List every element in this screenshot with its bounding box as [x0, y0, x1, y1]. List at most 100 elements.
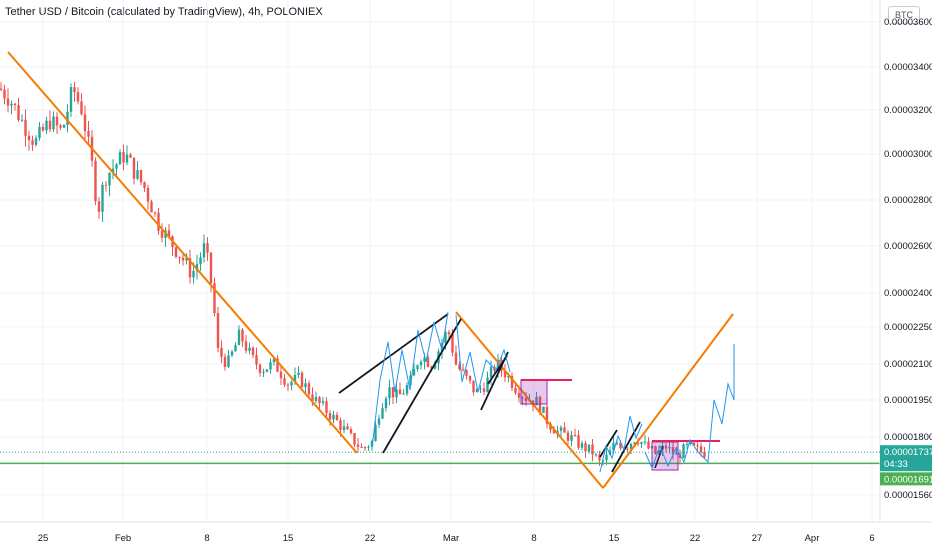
candle-body — [206, 243, 209, 253]
candle-body — [591, 444, 594, 455]
candle-body — [209, 252, 213, 284]
time-axis: 25 Feb 8 15 22 Mar 8 15 22 27 Apr 6 — [38, 533, 875, 544]
candle-body — [349, 429, 353, 434]
y-tick-label: 0.00001950 — [884, 395, 932, 406]
last-price-badge — [880, 445, 932, 472]
candle-body — [251, 347, 255, 356]
downtrend-line-2 — [455, 311, 604, 489]
candle-body — [104, 184, 108, 186]
candle-body — [577, 435, 580, 448]
candle-body — [69, 87, 73, 112]
candle-body — [594, 454, 598, 456]
candle-body — [584, 443, 587, 452]
candle-body — [297, 372, 300, 375]
candle-body — [146, 187, 150, 202]
x-tick-label: 22 — [365, 533, 376, 544]
candle-body — [668, 446, 671, 449]
candles — [0, 82, 706, 466]
x-tick-label: 27 — [752, 533, 763, 544]
candle-body — [699, 446, 703, 452]
candle-body — [486, 377, 489, 392]
candle-body — [573, 434, 577, 436]
candle-body — [66, 111, 69, 125]
candle-body — [108, 172, 111, 186]
candle-body — [48, 120, 52, 130]
candle-body — [479, 388, 482, 390]
x-tick-label: 15 — [609, 533, 620, 544]
candle-body — [62, 124, 66, 128]
candle-body — [545, 406, 549, 424]
candle-body — [342, 426, 346, 430]
candle-body — [374, 424, 377, 441]
y-tick-label: 0.00001560 — [884, 490, 932, 501]
y-tick-label: 0.00003200 — [884, 105, 932, 116]
candle-body — [199, 257, 202, 265]
candle-body — [185, 258, 188, 261]
candle-body — [31, 140, 34, 145]
candle-body — [402, 393, 405, 395]
candle-body — [566, 432, 570, 441]
candle-body — [363, 447, 367, 449]
y-tick-label: 0.00003400 — [884, 62, 932, 73]
candle-body — [465, 370, 468, 376]
candle-body — [416, 365, 419, 370]
candle-body — [160, 230, 164, 238]
y-tick-label: 0.00002600 — [884, 241, 932, 252]
candle-body — [626, 448, 629, 450]
candle-body — [598, 454, 601, 461]
y-tick-label: 0.00002400 — [884, 288, 932, 299]
candle-body — [41, 126, 45, 131]
candle-body — [419, 361, 423, 366]
candle-body — [241, 329, 244, 342]
candle-body — [654, 446, 657, 454]
price-axis: 0.00003600 0.00003400 0.00003200 0.00003000… — [884, 17, 932, 501]
flag-line-2 — [487, 355, 508, 385]
candle-body — [409, 375, 412, 385]
candle-body — [640, 442, 643, 444]
candle-body — [237, 329, 241, 346]
candle-body — [192, 270, 195, 278]
candle-body — [38, 126, 41, 139]
candle-body — [405, 384, 409, 394]
candle-body — [629, 443, 633, 450]
candle-body — [391, 387, 395, 398]
candle-body — [615, 442, 619, 444]
candle-body — [454, 352, 458, 365]
candle-body — [381, 408, 384, 419]
wedge-lower-line — [382, 318, 462, 454]
candle-body — [27, 135, 31, 141]
candle-body — [3, 89, 6, 99]
uptrend-projection-line — [602, 313, 734, 489]
candle-body — [489, 366, 493, 378]
candle-body — [286, 384, 290, 386]
currency-button[interactable]: BTC — [888, 6, 920, 24]
candle-body — [216, 313, 220, 348]
candle-body — [346, 426, 349, 430]
candle-body — [307, 383, 311, 395]
candle-body — [377, 418, 381, 425]
candle-body — [559, 427, 563, 431]
candle-body — [73, 87, 76, 93]
candle-body — [423, 357, 426, 362]
candle-body — [167, 230, 171, 237]
candle-body — [325, 401, 328, 414]
y-tick-label: 0.00002250 — [884, 322, 932, 333]
price-path-projection-1 — [371, 311, 449, 449]
candle-body — [360, 446, 363, 448]
candle-body — [10, 103, 13, 106]
candle-body — [619, 442, 622, 449]
candle-body — [580, 443, 584, 448]
candle-body — [213, 283, 216, 314]
last-price-label: 0.00001737 — [884, 447, 932, 458]
candle-body — [671, 446, 675, 455]
candle-body — [248, 347, 251, 351]
y-tick-label: 0.00002100 — [884, 359, 932, 370]
candle-body — [34, 138, 38, 145]
candle-body — [20, 119, 24, 121]
candle-body — [353, 433, 356, 445]
candle-body — [472, 380, 475, 393]
candle-body — [703, 451, 706, 457]
candle-body — [552, 429, 556, 434]
candle-body — [395, 389, 398, 398]
